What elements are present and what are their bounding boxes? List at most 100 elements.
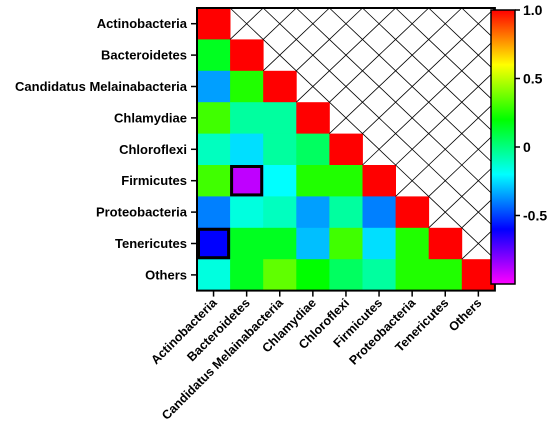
hatch-line bbox=[296, 7, 330, 40]
heatmap-cell bbox=[263, 165, 297, 197]
hatch-line bbox=[296, 39, 330, 72]
hatch-line bbox=[461, 70, 496, 103]
heatmap-cell bbox=[329, 165, 363, 197]
heatmap-cell bbox=[362, 165, 396, 197]
heatmap-cell bbox=[296, 133, 330, 166]
hatch-line bbox=[461, 164, 496, 197]
heatmap-cell bbox=[197, 39, 231, 72]
heatmap-cell bbox=[428, 227, 463, 260]
hatch-line bbox=[329, 39, 363, 72]
heatmap-cell bbox=[230, 133, 264, 166]
hatch-line bbox=[461, 39, 496, 72]
heatmap-cell bbox=[296, 259, 330, 291]
heatmap-cell bbox=[362, 227, 396, 260]
hatch-line bbox=[395, 7, 429, 40]
heatmap-cell bbox=[230, 70, 264, 103]
heatmap-cell bbox=[230, 102, 264, 134]
colorbar bbox=[490, 9, 516, 285]
heatmap-cell bbox=[197, 133, 231, 166]
hatch-line bbox=[229, 7, 264, 40]
heatmap-cell bbox=[329, 133, 363, 166]
heatmap-cell bbox=[329, 227, 363, 260]
colorbar-tick-label: -0.5 bbox=[523, 208, 547, 224]
hatch-line bbox=[262, 7, 297, 40]
heatmap-cell bbox=[197, 70, 231, 103]
heatmap-cell bbox=[197, 196, 231, 229]
hatch-line bbox=[461, 7, 496, 40]
upper-triangle-hatching bbox=[229, 7, 496, 260]
highlight-boxes bbox=[197, 165, 264, 260]
heatmap-cell bbox=[230, 165, 264, 197]
hatch-line bbox=[262, 39, 297, 72]
row-labels: Actinobacteria Bacteroidetes Candidatus Me… bbox=[15, 16, 197, 282]
hatch-line bbox=[362, 7, 396, 40]
hatch-line bbox=[395, 133, 429, 166]
hatch-line bbox=[428, 70, 463, 103]
highlight-box bbox=[197, 227, 231, 260]
row-label: Firmicutes bbox=[121, 173, 187, 188]
heatmap-cell bbox=[197, 165, 231, 197]
hatch-line bbox=[329, 7, 363, 40]
heatmap-cell bbox=[263, 102, 297, 134]
heatmap-cell bbox=[230, 39, 264, 72]
heatmap-cell bbox=[197, 102, 231, 134]
heatmap-cell bbox=[395, 196, 430, 229]
colorbar-tick-label: 0 bbox=[523, 139, 531, 155]
hatch-line bbox=[395, 101, 429, 134]
row-label: Bacteroidetes bbox=[101, 48, 187, 63]
heatmap-cell bbox=[263, 133, 297, 166]
hatch-line bbox=[296, 70, 330, 103]
heatmap-cell bbox=[263, 196, 297, 229]
hatch-line bbox=[329, 70, 363, 103]
hatch-line bbox=[395, 39, 429, 72]
heatmap-cell bbox=[428, 259, 463, 291]
row-label: Others bbox=[145, 267, 187, 282]
hatch-line bbox=[428, 164, 463, 197]
row-label: Actinobacteria bbox=[97, 16, 188, 31]
heatmap-cell bbox=[197, 8, 231, 40]
row-label: Candidatus Melainabacteria bbox=[15, 79, 188, 94]
heatmap-cell bbox=[395, 259, 430, 291]
hatch-line bbox=[428, 7, 463, 40]
hatch-line bbox=[362, 133, 396, 166]
heatmap-cell bbox=[230, 227, 264, 260]
hatch-line bbox=[428, 39, 463, 72]
row-label: Proteobacteria bbox=[96, 205, 188, 220]
heatmap-cell bbox=[197, 259, 231, 291]
heatmap-cell bbox=[263, 259, 297, 291]
heatmap-cell bbox=[296, 102, 330, 134]
heatmap-cell bbox=[395, 227, 430, 260]
heatmap-cell bbox=[329, 196, 363, 229]
hatch-line bbox=[461, 133, 496, 166]
hatch-line bbox=[461, 227, 496, 260]
row-label: Chloroflexi bbox=[119, 142, 187, 157]
hatch-line bbox=[362, 70, 396, 103]
row-label: Tenericutes bbox=[115, 236, 187, 251]
heatmap-cell bbox=[263, 70, 297, 103]
hatch-line bbox=[395, 164, 429, 197]
heatmap-cells bbox=[197, 8, 496, 291]
heatmap-cell bbox=[197, 227, 231, 260]
hatch-line bbox=[461, 196, 496, 229]
hatch-line bbox=[461, 101, 496, 134]
row-label: Chlamydiae bbox=[114, 110, 187, 125]
column-label: Others bbox=[446, 296, 484, 334]
hatch-line bbox=[362, 101, 396, 134]
highlight-box bbox=[230, 165, 264, 197]
colorbar-tick-label: 1.0 bbox=[523, 2, 543, 18]
hatch-line bbox=[428, 133, 463, 166]
heatmap-cell bbox=[230, 259, 264, 291]
heatmap-cell bbox=[329, 259, 363, 291]
hatch-line bbox=[362, 39, 396, 72]
hatch-line bbox=[428, 196, 463, 229]
heatmap-cell bbox=[230, 196, 264, 229]
hatch-line bbox=[329, 101, 363, 134]
heatmap-cell bbox=[461, 259, 496, 291]
heatmap-cell bbox=[362, 259, 396, 291]
hatch-line bbox=[395, 70, 429, 103]
heatmap-cell bbox=[263, 227, 297, 260]
colorbar-ticks: 1.0 0.5 0 -0.5 bbox=[515, 2, 547, 224]
hatch-line bbox=[428, 101, 463, 134]
